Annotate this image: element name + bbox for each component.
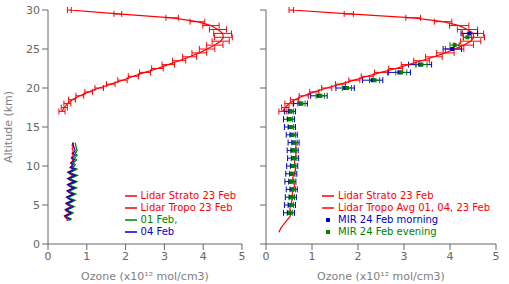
svg-text:20: 20 xyxy=(26,82,40,95)
svg-text:5: 5 xyxy=(239,250,246,263)
html-text:Lidar Tropo 23 Feb: Lidar Tropo 23 Feb xyxy=(140,202,233,213)
svg-text:5: 5 xyxy=(33,199,40,212)
html-text:Lidar Tropo Avg 01, 04, 23 Feb: Lidar Tropo Avg 01, 04, 23 Feb xyxy=(338,202,490,213)
html-text:04 Feb: 04 Feb xyxy=(140,226,175,237)
html-text:MIR 24 Feb evening: MIR 24 Feb evening xyxy=(338,226,437,237)
svg-text:3: 3 xyxy=(161,250,168,263)
svg-text:5: 5 xyxy=(493,250,500,263)
svg-text:4: 4 xyxy=(200,250,207,263)
svg-text:3: 3 xyxy=(401,250,408,263)
svg-text:1: 1 xyxy=(309,250,316,263)
svg-text:1: 1 xyxy=(83,250,90,263)
svg-text:10: 10 xyxy=(26,160,40,173)
svg-text:Ozone (x10¹² mol/cm3): Ozone (x10¹² mol/cm3) xyxy=(81,270,209,283)
svg-text:25: 25 xyxy=(26,43,40,56)
svg-text:4: 4 xyxy=(447,250,454,263)
svg-text:2: 2 xyxy=(355,250,362,263)
svg-text:Ozone (x10¹² mol/cm3): Ozone (x10¹² mol/cm3) xyxy=(317,270,445,283)
svg-text:15: 15 xyxy=(26,121,40,134)
svg-text:2: 2 xyxy=(122,250,129,263)
html-text:MIR 24 Feb morning: MIR 24 Feb morning xyxy=(338,214,439,225)
html-text:01 Feb,: 01 Feb, xyxy=(140,214,178,225)
html-text:Lidar Strato 23 Feb: Lidar Strato 23 Feb xyxy=(338,190,434,201)
svg-text:0: 0 xyxy=(45,250,52,263)
html-text:Lidar Strato 23 Feb: Lidar Strato 23 Feb xyxy=(140,190,236,201)
svg-text:30: 30 xyxy=(26,4,40,17)
svg-text:0: 0 xyxy=(33,238,40,251)
svg-text:Altitude (km): Altitude (km) xyxy=(8,91,15,163)
svg-text:0: 0 xyxy=(263,250,270,263)
